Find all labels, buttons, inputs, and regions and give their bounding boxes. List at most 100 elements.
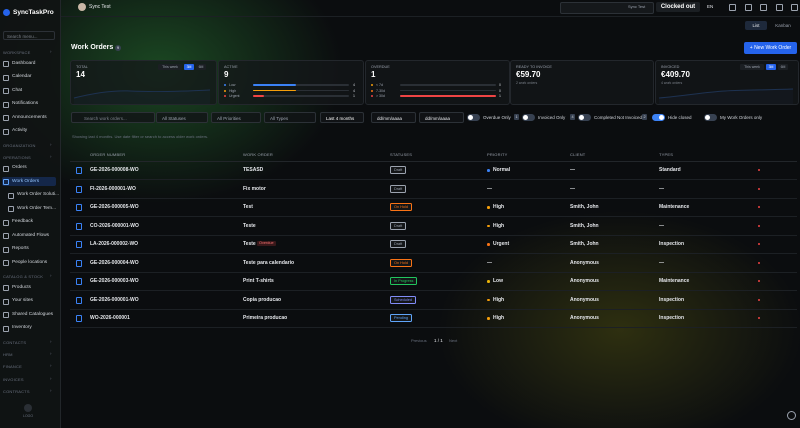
menu-item[interactable]: Inventory <box>12 325 32 331</box>
menu-icon <box>3 115 9 121</box>
sidebar-section[interactable]: INVOICES <box>3 376 24 382</box>
sidebar-section[interactable]: CATALOG & STOCK <box>3 274 44 280</box>
menu-item[interactable]: Notifications <box>12 101 39 106</box>
menu-item[interactable]: Chat <box>12 87 23 93</box>
table-row[interactable] <box>70 273 797 291</box>
top-icon[interactable] <box>776 4 783 11</box>
sidebar-search[interactable]: Search menu... <box>3 31 55 40</box>
sidebar-section[interactable]: OPERATIONS <box>3 154 31 160</box>
clock-button[interactable]: Clocked out <box>656 2 700 12</box>
menu-item[interactable]: People locations <box>12 259 48 265</box>
top-icon[interactable] <box>791 4 798 11</box>
work-order-title: TESASD <box>243 167 264 173</box>
top-icon[interactable] <box>745 4 752 11</box>
column-header[interactable]: TYPES <box>659 152 674 157</box>
menu-item[interactable]: Feedback <box>12 219 34 225</box>
menu-item[interactable]: Products <box>12 284 31 290</box>
menu-item[interactable]: Work Order Tem... <box>17 205 57 211</box>
sidebar-section[interactable]: CONTRACTS <box>3 389 30 394</box>
org-name[interactable]: Sync Test <box>89 4 111 10</box>
previous-button[interactable]: Previous <box>411 338 427 343</box>
row-action[interactable] <box>758 187 760 190</box>
date-input[interactable]: dd/mm/aaaa <box>371 112 416 123</box>
toggle-switch[interactable] <box>704 114 717 121</box>
filter-select[interactable]: All Statuses <box>156 112 208 123</box>
menu-item[interactable]: Work Order Soluti... <box>17 192 60 198</box>
row-action[interactable] <box>758 243 760 245</box>
menu-icon <box>3 325 9 332</box>
filter-select[interactable]: Last 4 months <box>320 112 364 123</box>
toggle-switch[interactable] <box>522 114 535 121</box>
toggle-switch[interactable] <box>578 114 591 121</box>
menu-item[interactable]: Announcements <box>12 114 47 120</box>
range-button[interactable]: 3M <box>184 64 194 70</box>
list-toggle[interactable]: List <box>745 21 767 30</box>
column-header[interactable]: STATUSES <box>390 152 413 157</box>
table-row[interactable] <box>70 292 797 310</box>
row-action[interactable] <box>758 280 760 282</box>
top-icon[interactable] <box>729 4 736 11</box>
menu-item[interactable]: Calendar <box>12 74 32 79</box>
toggle-switch[interactable] <box>652 114 665 121</box>
order-number[interactable]: CO-2026-000001-WO <box>90 222 139 229</box>
range-button[interactable]: 6M <box>778 64 788 70</box>
table-row[interactable] <box>70 236 797 254</box>
row-action[interactable] <box>758 224 760 227</box>
sidebar-section[interactable]: FINANCE <box>3 364 22 370</box>
range-button[interactable]: 3M <box>766 64 776 70</box>
next-button[interactable]: Next <box>449 338 458 343</box>
table-row[interactable] <box>70 199 797 217</box>
menu-item[interactable]: Activity <box>12 128 28 133</box>
top-icon[interactable] <box>760 4 767 11</box>
row-action[interactable] <box>758 298 760 301</box>
order-number[interactable]: WO-2026-000001 <box>90 315 130 321</box>
table-row[interactable] <box>70 181 797 199</box>
order-number[interactable]: GE-2026-000008-WO <box>90 167 139 173</box>
help-button[interactable] <box>787 411 796 420</box>
order-number[interactable]: GE-2026-000003-WO <box>90 278 139 284</box>
new-button[interactable]: + New Work Order <box>744 42 797 54</box>
work-order-search[interactable]: Search work orders... <box>71 112 155 123</box>
order-number[interactable]: FI-2026-000001-WO <box>90 185 136 192</box>
lang[interactable]: EN <box>707 4 714 9</box>
row-action[interactable] <box>758 317 760 319</box>
order-number[interactable]: GE-2026-000004-WO <box>90 259 139 266</box>
menu-item[interactable]: Dashboard <box>12 60 36 66</box>
column-header[interactable]: CLIENT <box>570 152 586 157</box>
order-number[interactable]: LA-2026-000002-WO <box>90 241 139 247</box>
column-header[interactable]: ORDER NUMBER <box>90 152 126 157</box>
menu-item[interactable]: Reports <box>12 246 29 252</box>
toggle-switch[interactable] <box>467 114 480 121</box>
row-action[interactable] <box>758 169 760 171</box>
kanban-toggle[interactable]: Kanban <box>775 23 791 28</box>
menu-item[interactable]: Work Orders <box>12 178 40 184</box>
menu-item[interactable]: Shared Catalogues <box>12 311 54 317</box>
sidebar-section[interactable]: HRM <box>3 352 13 358</box>
range-button[interactable]: 6M <box>196 64 206 70</box>
filter-select[interactable]: All Priorities <box>211 112 261 123</box>
column-header[interactable]: WORK ORDER <box>243 152 273 157</box>
table-row[interactable] <box>70 218 797 236</box>
toggle-knob <box>659 115 664 120</box>
order-number[interactable]: GE-2026-000001-WO <box>90 296 139 303</box>
top-search[interactable] <box>560 2 654 14</box>
sidebar-section[interactable]: CONTACTS <box>3 339 27 345</box>
date-input[interactable]: dd/mm/aaaa <box>419 112 464 123</box>
range-button[interactable]: This week <box>740 64 764 70</box>
row-action[interactable] <box>758 206 760 208</box>
filter-select[interactable]: All Types <box>264 112 316 123</box>
column-header[interactable]: PRIORITY <box>487 152 508 157</box>
table-row[interactable] <box>70 310 797 328</box>
row-action[interactable] <box>758 261 760 264</box>
avatar <box>24 404 32 412</box>
menu-item[interactable]: Your sites <box>12 298 33 304</box>
menu-item[interactable]: Orders <box>12 165 27 171</box>
sidebar-section[interactable]: WORKSPACE <box>3 50 31 55</box>
sidebar-section[interactable]: ORGANIZATION <box>3 142 36 148</box>
table-row[interactable] <box>70 255 797 273</box>
table-row[interactable] <box>70 162 797 180</box>
sidebar: SyncTaskPro Search menu... WORKSPACE › Dashb… <box>0 0 61 428</box>
order-number[interactable]: GE-2026-000005-WO <box>90 204 139 210</box>
menu-item[interactable]: Automated Flows <box>12 232 50 238</box>
range-button[interactable]: This week <box>158 64 182 70</box>
